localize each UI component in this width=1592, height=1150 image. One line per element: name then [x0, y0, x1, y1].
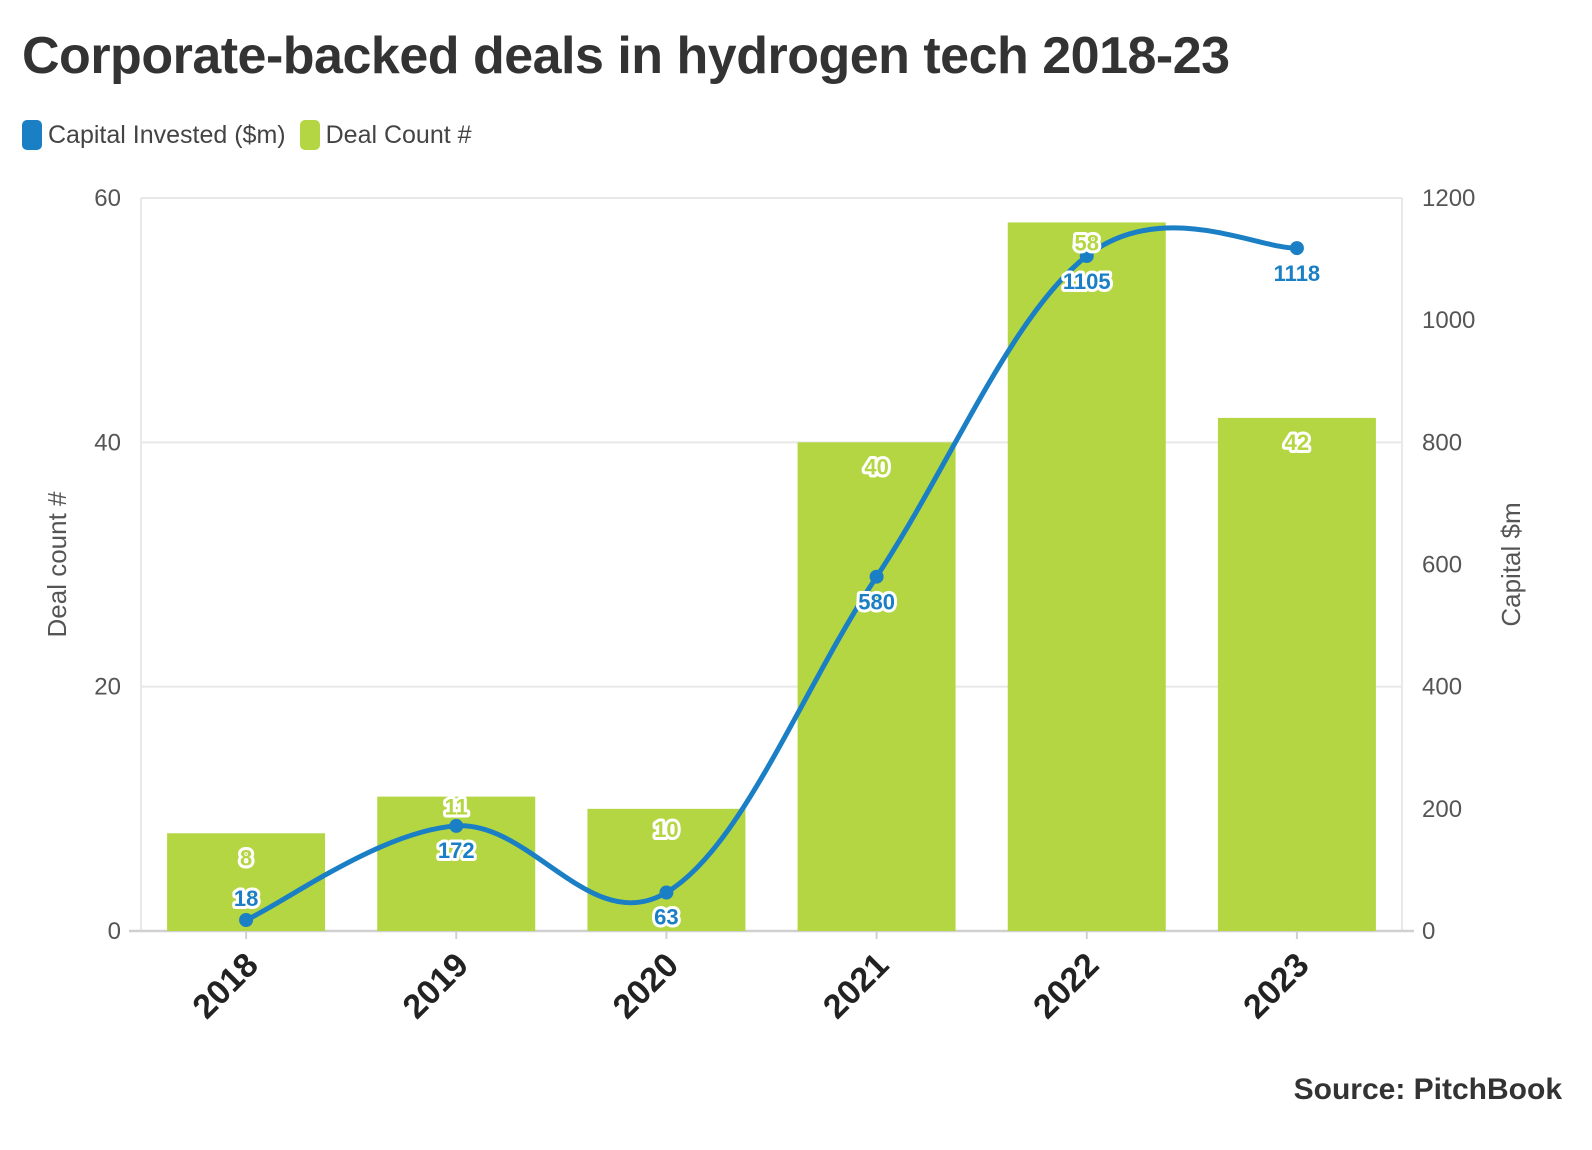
legend-item-deals: Deal Count #	[299, 120, 472, 150]
capital-label-2023: 1118	[1274, 261, 1321, 286]
legend-swatch-capital	[22, 120, 42, 150]
y2-tick-label: 1000	[1422, 307, 1475, 334]
x-tick-label: 2023	[1236, 946, 1316, 1026]
y2-tick-label: 200	[1422, 796, 1462, 823]
bar-2022	[1007, 222, 1166, 931]
capital-point-2018	[239, 913, 254, 928]
capital-point-2023	[1289, 241, 1304, 256]
chart-title: Corporate-backed deals in hydrogen tech …	[22, 27, 1230, 85]
deal-count-label-2023: 42	[1285, 430, 1309, 455]
capital-point-2021	[869, 569, 884, 584]
legend-label-deals: Deal Count #	[325, 120, 472, 149]
x-tick-label: 2019	[396, 946, 476, 1026]
y-tick-label: 0	[108, 918, 121, 945]
deal-count-label-2018: 8	[240, 845, 252, 870]
bar-2021	[797, 442, 956, 931]
y2-tick-label: 600	[1422, 552, 1462, 579]
capital-label-2018: 18	[234, 886, 258, 911]
legend-label-capital: Capital Invested ($m)	[48, 120, 286, 149]
y2-axis-title: Capital $m	[1496, 502, 1526, 626]
x-tick-label: 2022	[1026, 946, 1106, 1026]
legend-swatch-deals	[299, 120, 320, 150]
y2-tick-label: 0	[1422, 918, 1435, 945]
capital-point-2022	[1079, 249, 1094, 264]
x-tick-label: 2018	[185, 946, 265, 1026]
capital-label-2021: 580	[858, 590, 895, 615]
capital-label-2019: 172	[438, 838, 475, 863]
deal-count-label-2022: 58	[1075, 230, 1099, 255]
source-note: Source: PitchBook	[1293, 1073, 1562, 1106]
y-tick-label: 20	[94, 674, 121, 701]
x-tick-label: 2020	[606, 946, 686, 1026]
capital-label-2020: 63	[654, 905, 678, 930]
y-tick-label: 60	[94, 185, 121, 212]
y-axis-title: Deal count #	[42, 491, 72, 638]
deal-count-label-2020: 10	[654, 817, 678, 842]
y-tick-label: 40	[94, 429, 121, 456]
capital-point-2019	[449, 818, 464, 833]
legend-item-capital: Capital Invested ($m)	[22, 120, 286, 150]
y2-tick-label: 800	[1422, 429, 1462, 456]
x-tick-label: 2021	[816, 946, 896, 1026]
deal-count-label-2021: 40	[864, 454, 888, 479]
bar-2020	[587, 808, 746, 931]
capital-label-2022: 1105	[1063, 269, 1111, 294]
y2-tick-label: 1200	[1422, 185, 1475, 212]
capital-point-2020	[659, 885, 674, 900]
deal-count-label-2019: 11	[445, 795, 468, 820]
y2-tick-label: 400	[1422, 674, 1462, 701]
bar-2023	[1217, 417, 1376, 931]
legend: Capital Invested ($m) Deal Count #	[22, 120, 486, 150]
